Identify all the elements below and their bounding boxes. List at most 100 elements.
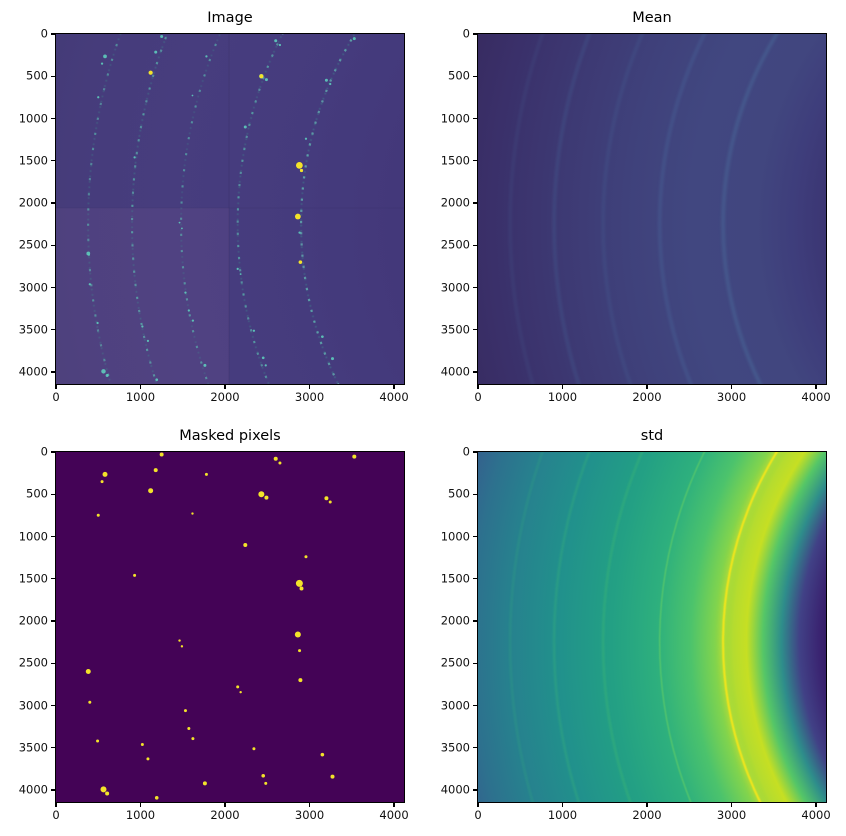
x-tick [308, 803, 311, 807]
x-tick [646, 803, 648, 807]
x-tick [393, 385, 395, 389]
y-tick-label: 3500 [18, 740, 48, 755]
x-tick [55, 803, 57, 807]
x-tick-label: 3000 [294, 808, 325, 822]
y-tick [473, 451, 477, 453]
x-tick-label: 1000 [125, 808, 156, 822]
x-tick [477, 385, 479, 389]
y-tick [473, 662, 477, 664]
y-tick-label: 500 [448, 486, 470, 501]
y-tick-label: 2000 [18, 613, 48, 628]
x-tick [561, 385, 564, 389]
panel-image-title: Image [207, 10, 253, 26]
y-tick [51, 33, 55, 35]
y-tick [51, 704, 55, 707]
x-tick-label: 2000 [210, 808, 240, 822]
x-tick-label: 0 [52, 390, 60, 404]
y-tick [51, 244, 55, 246]
x-tick-label: 3000 [716, 808, 747, 822]
x-tick-label: 4000 [379, 390, 409, 404]
y-tick-label: 3000 [440, 280, 470, 294]
y-tick [473, 535, 477, 538]
y-tick-label: 3500 [18, 322, 48, 337]
y-tick [51, 789, 55, 791]
x-tick-label: 3000 [294, 390, 325, 404]
x-tick-label: 0 [474, 808, 482, 822]
std-diffraction-rings [509, 452, 781, 802]
y-tick [51, 160, 55, 162]
x-tick-label: 3000 [716, 390, 747, 404]
y-tick [473, 75, 477, 77]
y-tick [51, 620, 55, 622]
image-heatmap-canvas [56, 34, 404, 384]
y-tick [473, 117, 477, 120]
x-tick [224, 385, 226, 389]
y-tick [473, 371, 477, 373]
x-tick-label: 2000 [210, 390, 240, 404]
x-tick-label: 2000 [632, 390, 662, 404]
x-tick-label: 4000 [801, 808, 831, 822]
image-hot-pixel-spots [86, 35, 356, 382]
y-tick-label: 1000 [440, 529, 470, 543]
y-tick-label: 500 [26, 486, 48, 501]
panel-mean-title: Mean [632, 10, 672, 26]
y-tick [51, 535, 55, 538]
y-tick [51, 662, 55, 664]
y-tick [51, 578, 55, 580]
panel-std: std 0 1000 2000 3000 4000 0 500 1000 1500 2000 250… [441, 428, 831, 822]
y-tick [473, 286, 477, 289]
mean-diffraction-rings [509, 34, 778, 384]
y-tick-label: 1000 [18, 529, 48, 543]
y-tick-label: 0 [462, 444, 470, 459]
y-tick [473, 202, 477, 204]
y-tick-label: 1500 [18, 153, 48, 168]
y-tick-label: 1500 [440, 571, 470, 586]
y-tick [51, 747, 55, 749]
y-tick-label: 2500 [440, 237, 470, 252]
x-tick [393, 803, 395, 807]
y-tick-label: 4000 [440, 364, 470, 379]
y-tick [473, 33, 477, 35]
x-tick [815, 385, 817, 389]
y-tick-label: 1000 [18, 111, 48, 125]
panel-masked-pixels: Masked pixels 0 1000 2000 3000 4000 0 500 1000 1… [19, 428, 409, 822]
panel-image: Image 0 1000 2000 3000 4000 0 500 1000 1500 2000 2… [19, 10, 409, 404]
y-tick-label: 1500 [18, 571, 48, 586]
y-tick-label: 4000 [18, 782, 48, 797]
panel-mean: Mean 0 1000 2000 3000 4000 0 500 1000 1500 2000 25… [441, 10, 831, 404]
y-tick-label: 2000 [18, 195, 48, 210]
std-heatmap-canvas [478, 452, 826, 802]
y-tick-label: 1500 [440, 153, 470, 168]
masked-heatmap-canvas [56, 452, 404, 802]
y-tick [51, 286, 55, 289]
y-tick-label: 4000 [18, 364, 48, 379]
x-tick [55, 385, 57, 389]
y-tick [473, 578, 477, 580]
y-tick [51, 493, 55, 495]
y-tick [473, 789, 477, 791]
y-tick [51, 75, 55, 77]
x-tick-label: 0 [474, 390, 482, 404]
masked-hot-pixel-spots [85, 452, 357, 800]
x-tick-label: 4000 [379, 808, 409, 822]
y-tick-label: 2000 [440, 195, 470, 210]
panel-std-title: std [640, 428, 664, 444]
y-tick [51, 202, 55, 204]
y-tick-label: 4000 [440, 782, 470, 797]
panel-masked-pixels-title: Masked pixels [179, 428, 281, 444]
y-tick-label: 2000 [440, 613, 470, 628]
y-tick-label: 3000 [440, 698, 470, 712]
x-tick-label: 0 [52, 808, 60, 822]
image-diffraction-rings [87, 34, 357, 384]
y-tick-label: 500 [26, 68, 48, 83]
y-tick-label: 0 [40, 26, 48, 41]
y-tick [473, 329, 477, 331]
y-tick [473, 160, 477, 162]
y-tick-label: 1000 [440, 111, 470, 125]
y-tick-label: 3000 [18, 698, 48, 712]
y-tick [51, 451, 55, 453]
masked-background [56, 452, 404, 802]
x-tick-label: 1000 [547, 808, 578, 822]
x-tick [139, 385, 142, 389]
